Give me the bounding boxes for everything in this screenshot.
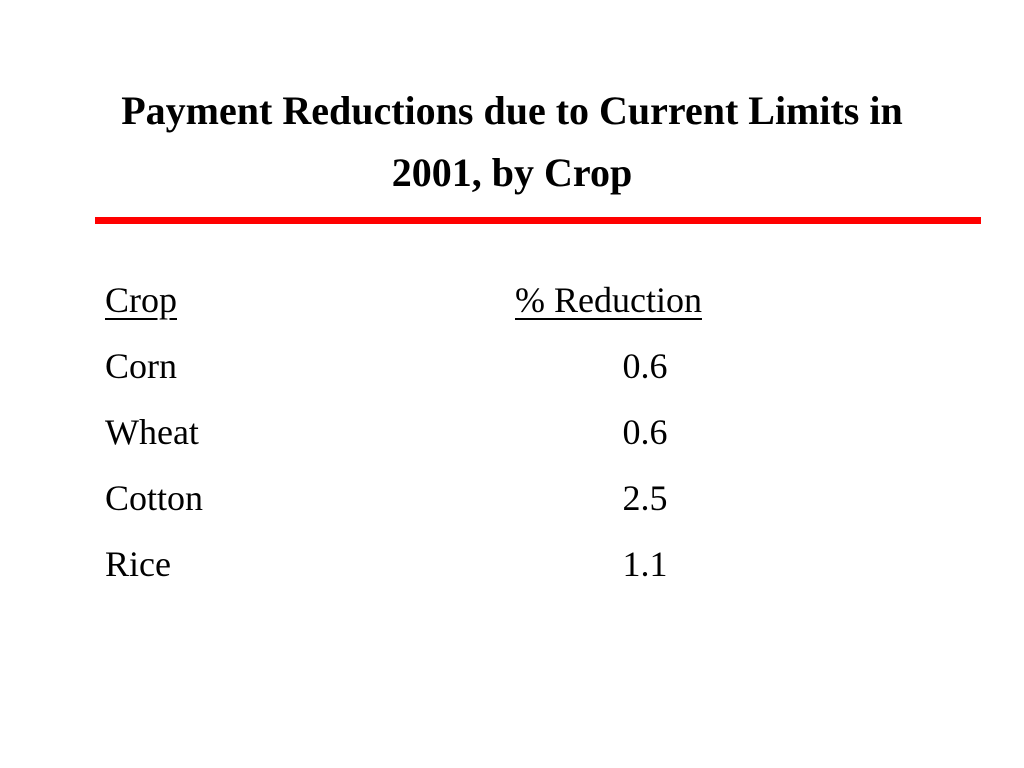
crop-cell: Wheat <box>105 412 199 452</box>
value-cell: 0.6 <box>622 346 668 386</box>
crop-cell: Rice <box>105 544 171 584</box>
column-header: % Reduction <box>515 280 702 320</box>
slide-title: Payment Reductions due to Current Limits… <box>121 88 903 195</box>
value-cell: 2.5 <box>622 478 668 518</box>
crop-cell: Corn <box>105 346 177 386</box>
title-rule <box>95 217 981 224</box>
column-header: Crop <box>105 280 177 320</box>
value-cell: 1.1 <box>622 544 668 584</box>
crop-cell: Cotton <box>105 478 204 518</box>
value-cell: 0.6 <box>622 412 668 452</box>
